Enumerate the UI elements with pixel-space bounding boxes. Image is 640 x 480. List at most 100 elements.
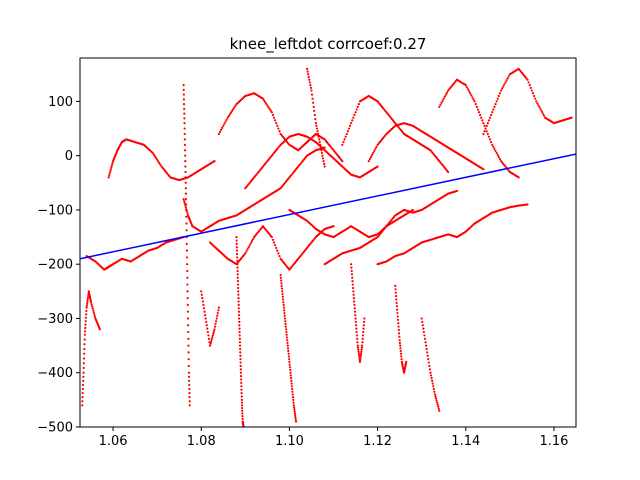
data-point: [184, 170, 187, 174]
data-point: [247, 246, 250, 249]
data-point: [309, 86, 313, 89]
data-point: [241, 417, 244, 420]
data-point: [202, 307, 206, 310]
data-point: [219, 128, 223, 131]
data-point: [356, 346, 360, 349]
data-point: [262, 99, 266, 102]
data-point: [235, 239, 238, 242]
data-point: [288, 358, 291, 361]
data-point: [455, 189, 459, 193]
data-point: [396, 308, 399, 311]
data-point: [233, 106, 236, 109]
data-point: [241, 406, 244, 410]
data-point: [491, 111, 494, 114]
data-point: [185, 215, 188, 218]
data-point: [394, 294, 398, 298]
data-point: [352, 297, 355, 300]
data-point: [237, 290, 240, 293]
data-point: [294, 418, 297, 421]
data-point: [91, 305, 94, 308]
data-point: [186, 276, 189, 279]
data-point: [437, 407, 440, 410]
data-point: [183, 202, 186, 205]
data-point: [185, 256, 189, 259]
data-point: [506, 77, 509, 80]
data-point: [439, 103, 442, 106]
data-point: [276, 124, 279, 127]
data-point: [208, 344, 212, 347]
data-point: [475, 105, 478, 108]
data-point: [111, 162, 114, 165]
data-point: [284, 320, 287, 323]
data-point: [205, 324, 208, 327]
data-point: [315, 127, 319, 130]
data-point: [359, 354, 362, 357]
data-point: [341, 143, 344, 146]
data-point: [490, 141, 493, 144]
data-point: [363, 317, 366, 320]
data-point: [287, 352, 290, 355]
data-point: [542, 114, 546, 117]
data-point: [492, 108, 495, 111]
data-point: [237, 310, 241, 313]
data-point: [283, 314, 286, 317]
data-point: [372, 151, 375, 155]
data-point: [183, 122, 186, 125]
data-point: [270, 235, 273, 239]
data-point: [82, 379, 85, 382]
data-point: [201, 297, 204, 300]
data-point: [425, 344, 428, 347]
data-point: [394, 288, 397, 291]
data-point: [343, 138, 346, 141]
data-point: [188, 383, 191, 387]
data-point: [395, 298, 398, 301]
data-points: [81, 67, 573, 427]
data-point: [399, 352, 403, 355]
data-point: [240, 388, 243, 391]
data-point: [264, 100, 267, 104]
data-point: [86, 298, 89, 301]
data-point: [432, 385, 435, 388]
data-point: [444, 93, 448, 96]
data-point: [341, 160, 344, 163]
data-point: [482, 168, 485, 171]
data-point: [323, 146, 326, 149]
data-point: [294, 416, 297, 419]
data-point: [431, 382, 434, 385]
data-point: [360, 348, 363, 351]
data-point: [350, 263, 353, 266]
data-point: [421, 320, 424, 323]
data-point: [280, 279, 283, 282]
data-point: [362, 330, 365, 334]
data-point: [184, 160, 187, 163]
data-point: [342, 141, 345, 144]
data-point: [83, 343, 86, 346]
data-point: [186, 317, 190, 320]
data-point: [400, 355, 403, 358]
data-point: [353, 307, 356, 310]
data-point: [276, 249, 279, 252]
data-point: [224, 120, 227, 123]
data-point: [271, 238, 274, 241]
data-point: [535, 100, 538, 103]
data-point: [354, 320, 357, 323]
data-point: [241, 415, 244, 418]
data-point: [183, 138, 186, 141]
data-point: [357, 103, 360, 106]
data-point: [185, 242, 188, 245]
data-point: [281, 290, 284, 293]
data-point: [348, 124, 352, 127]
data-point: [292, 398, 295, 401]
data-point: [369, 155, 373, 159]
data-point: [290, 382, 293, 385]
data-point: [423, 337, 427, 340]
data-point: [236, 280, 240, 283]
data-point: [239, 358, 242, 361]
data-point: [182, 197, 185, 201]
data-point: [241, 412, 244, 415]
data-point: [236, 276, 239, 279]
data-point: [204, 313, 207, 317]
data-point: [436, 403, 439, 406]
data-point: [485, 130, 488, 133]
data-point: [292, 404, 295, 407]
